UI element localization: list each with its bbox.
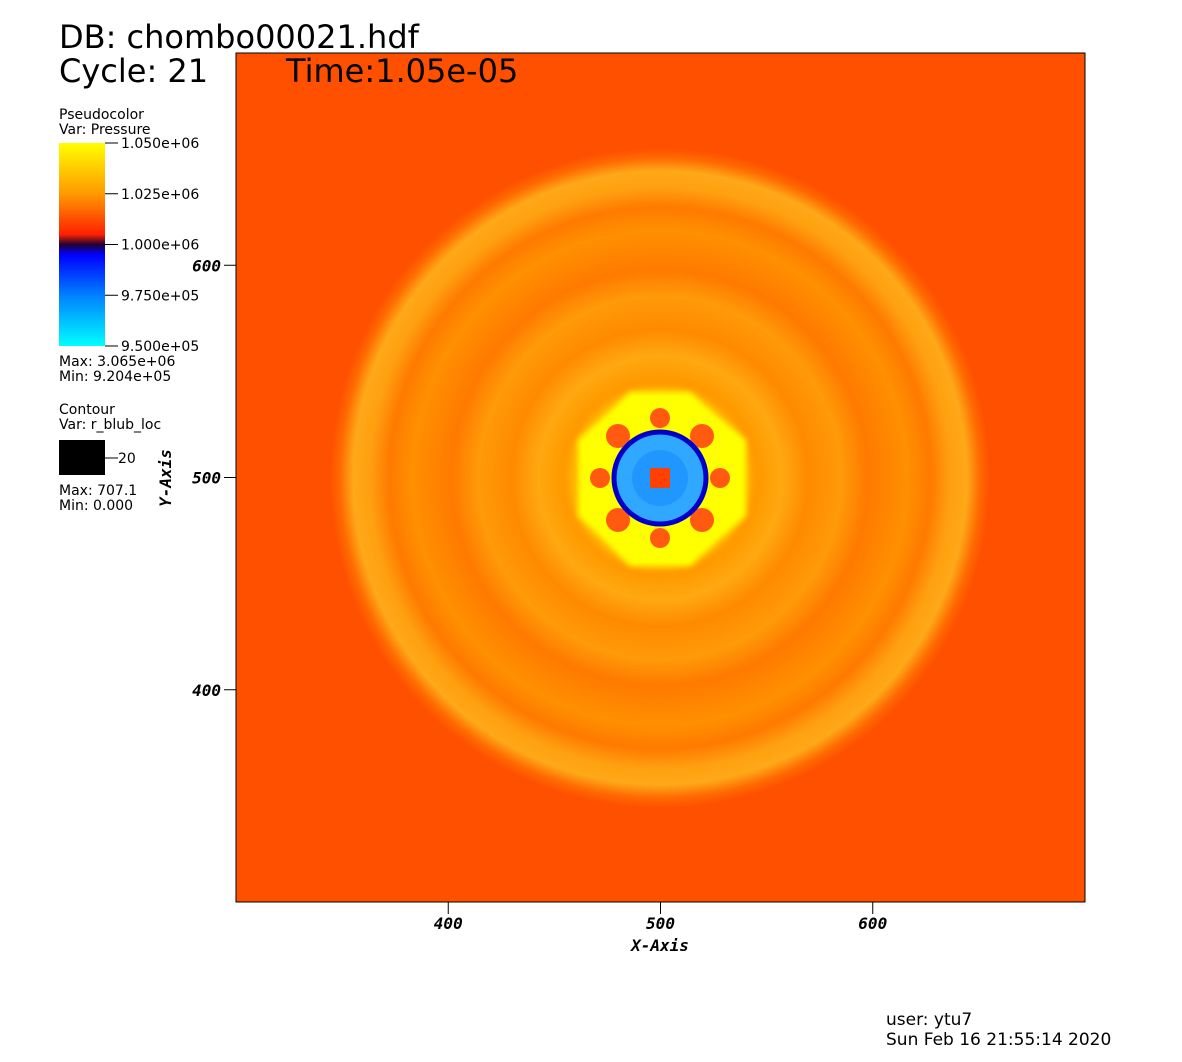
legend-tick-label: 9.750e+05: [121, 288, 199, 304]
db-name: DB: chombo00021.hdf: [59, 18, 420, 56]
contour-min: Min: 0.000: [59, 498, 133, 514]
legend-max: Max: 3.065e+06: [59, 354, 175, 370]
legend-tick-label: 1.025e+06: [121, 187, 199, 203]
legend-title: Pseudocolor: [59, 107, 144, 123]
legend-tick-label: 9.500e+05: [121, 339, 199, 355]
contour-title: Contour: [59, 402, 115, 418]
contour-var: Var: r_blub_loc: [59, 417, 161, 433]
x-tick-label: 600: [858, 914, 887, 933]
y-tick-label: 600: [192, 256, 221, 275]
x-tick-label: 400: [434, 914, 463, 933]
x-axis-label: X-Axis: [629, 936, 689, 955]
y-axis-label: Y-Axis: [156, 449, 175, 507]
user: user: ytu7: [886, 1010, 972, 1030]
legend-var: Var: Pressure: [59, 122, 151, 138]
cycle: Cycle: 21: [59, 52, 208, 90]
y-tick-label: 500: [192, 469, 221, 488]
colorbar: [59, 143, 105, 346]
y-tick-label: 400: [192, 681, 221, 700]
contour-swatch: [59, 440, 105, 475]
time: Time:1.05e-05: [285, 52, 518, 90]
legend-min: Min: 9.204e+05: [59, 369, 171, 385]
x-tick-label: 500: [646, 914, 675, 933]
field: [236, 53, 1085, 902]
legend-tick-label: 1.050e+06: [121, 136, 199, 152]
contour-level: 20: [118, 451, 136, 467]
contour-max: Max: 707.1: [59, 483, 137, 499]
legend-tick-label: 1.000e+06: [121, 238, 199, 254]
date: Sun Feb 16 21:55:14 2020: [886, 1030, 1111, 1050]
